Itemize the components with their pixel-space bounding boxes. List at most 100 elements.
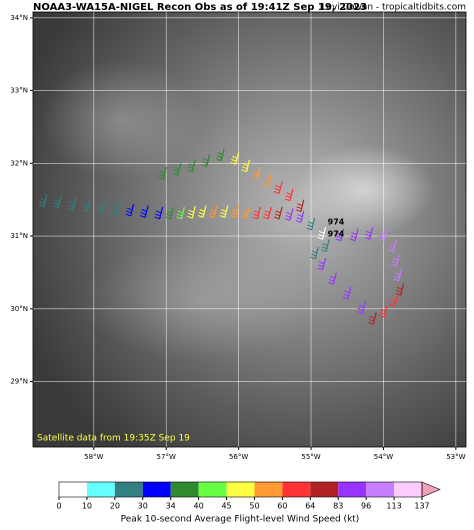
- colorbar-tick-label: 83: [333, 502, 343, 511]
- wind-barb: [317, 257, 327, 271]
- barb-flag: [252, 173, 259, 177]
- wind-barb: [378, 305, 388, 318]
- y-tick-label: 32°N: [10, 159, 28, 167]
- colorbar-segment: [198, 482, 227, 497]
- barb-flag: [389, 303, 396, 307]
- barb-flag: [141, 209, 147, 212]
- x-tick-label: 54°W: [374, 453, 393, 461]
- barb-flag: [308, 221, 314, 225]
- barb-flag: [320, 249, 327, 253]
- barb-flag: [335, 238, 341, 242]
- barb-flag: [349, 238, 356, 242]
- barb-flag: [286, 211, 292, 215]
- x-tick-label: 57°W: [157, 453, 176, 461]
- map-frame: [32, 11, 467, 448]
- barb-flag: [389, 243, 396, 247]
- barb-flag: [394, 275, 400, 279]
- wind-barb: [197, 205, 207, 218]
- x-tick-label: 58°W: [84, 453, 103, 461]
- barb-flag: [380, 308, 386, 312]
- barb-flag: [286, 192, 292, 196]
- barb-flag: [210, 209, 216, 212]
- colorbar-segment: [170, 482, 199, 497]
- barb-flag: [296, 217, 302, 221]
- colorbar-segment: [394, 482, 422, 497]
- barb-flag: [310, 253, 317, 257]
- barb-flag: [241, 215, 247, 219]
- colorbar-segment: [366, 482, 395, 497]
- barb-flag: [96, 210, 102, 214]
- wind-barb: [208, 205, 218, 218]
- barb-flag: [187, 212, 194, 216]
- barb-flag: [318, 230, 325, 234]
- y-tick-label: 30°N: [10, 305, 28, 313]
- barb-flag: [112, 206, 118, 210]
- barb-flag: [53, 202, 60, 206]
- colorbar-segment: [59, 482, 87, 497]
- barb-flag: [231, 212, 237, 215]
- barb-flag: [252, 216, 258, 220]
- pressure-label: 974: [328, 218, 345, 227]
- barb-flag: [174, 166, 180, 170]
- wind-barb: [110, 202, 120, 216]
- wind-barb: [335, 228, 345, 242]
- barb-flag: [275, 185, 281, 188]
- barb-flag: [201, 164, 207, 168]
- wind-barb: [388, 239, 398, 253]
- barb-flag: [188, 163, 194, 167]
- barb-flag: [274, 188, 281, 191]
- barb-flag: [242, 209, 249, 213]
- wind-barb: [320, 239, 330, 253]
- wind-barb: [368, 312, 377, 325]
- barb-flag: [232, 155, 238, 159]
- barb-flag: [392, 257, 399, 261]
- wind-barb: [349, 228, 359, 242]
- barb-flag: [125, 213, 131, 217]
- barb-flag: [202, 161, 208, 165]
- colorbar-tick-label: 50: [249, 502, 259, 511]
- barb-flag: [343, 293, 349, 297]
- barb-flag: [295, 209, 301, 213]
- wind-barb: [230, 152, 240, 165]
- wind-barb: [284, 188, 294, 202]
- barb-flag: [311, 250, 318, 254]
- barb-flag: [264, 210, 271, 214]
- barb-flag: [393, 278, 399, 282]
- barb-flag: [67, 207, 73, 211]
- barb-flag: [285, 214, 291, 218]
- wind-barb: [364, 227, 374, 240]
- wind-barb: [82, 199, 91, 213]
- barb-flag: [241, 169, 247, 173]
- barb-flag: [159, 170, 166, 174]
- barb-flag: [177, 210, 184, 214]
- barb-flag: [379, 235, 386, 239]
- wind-barb: [187, 159, 196, 173]
- barb-flag: [165, 216, 171, 220]
- barb-flag: [318, 264, 324, 268]
- wind-barb: [139, 205, 149, 218]
- barb-flag: [166, 213, 172, 217]
- barb-flag: [357, 311, 363, 314]
- barb-flag: [358, 305, 365, 308]
- barb-flag: [378, 238, 385, 242]
- wind-barb: [273, 206, 283, 220]
- barb-flag: [389, 246, 395, 250]
- colorbar-frame: [58, 481, 423, 498]
- barb-flag: [187, 166, 194, 170]
- barb-flag: [54, 199, 61, 203]
- colorbar-tick-label: 10: [82, 502, 92, 511]
- barb-flag: [242, 163, 249, 167]
- barb-flag: [158, 173, 165, 177]
- colorbar-tick-label: 30: [138, 502, 148, 511]
- credit: Levi Cowan - tropicaltidbits.com: [322, 3, 466, 13]
- wind-barb: [230, 205, 240, 218]
- barb-flag: [397, 286, 403, 290]
- wind-barb: [393, 268, 403, 282]
- barb-flag: [187, 215, 193, 219]
- barb-flag: [97, 207, 103, 211]
- barb-flag: [263, 183, 269, 187]
- barb-flag: [263, 216, 269, 220]
- barb-flag: [253, 210, 260, 214]
- barb-flag: [166, 210, 173, 214]
- barb-flag: [284, 198, 291, 202]
